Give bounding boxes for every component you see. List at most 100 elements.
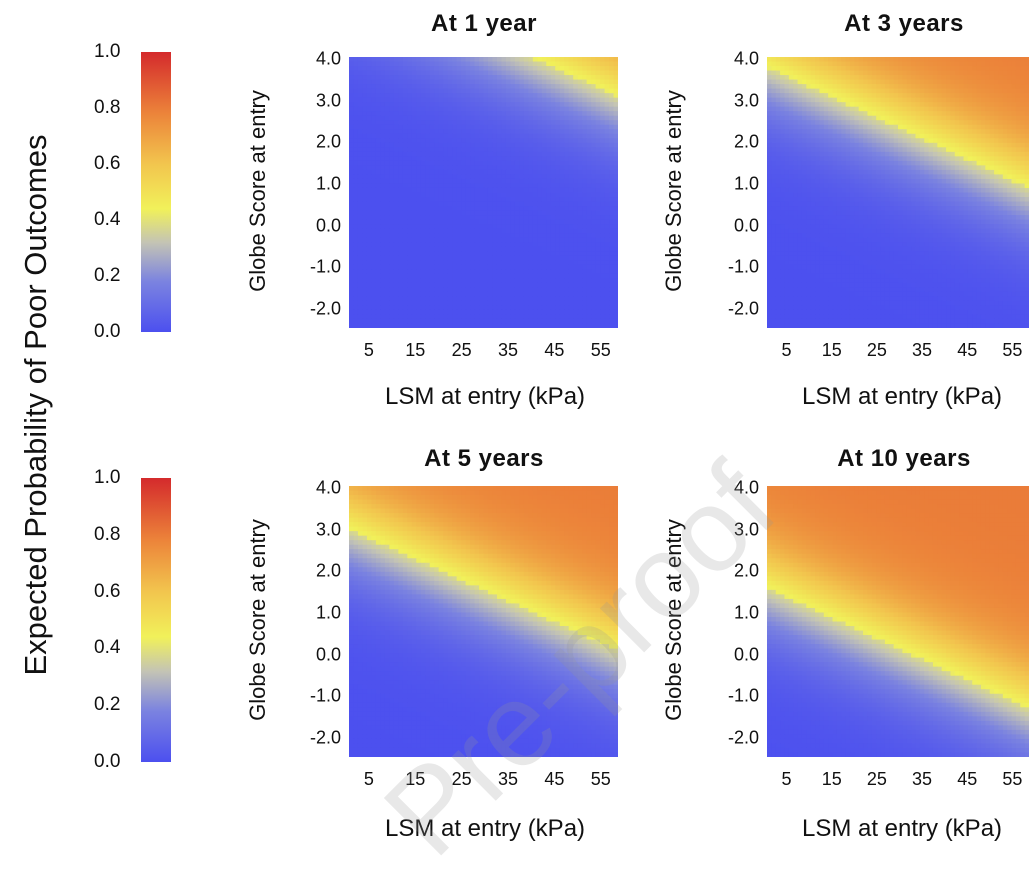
heatmap-cell bbox=[542, 283, 547, 288]
heatmap-cell bbox=[578, 57, 583, 62]
heatmap-cell bbox=[533, 265, 538, 270]
heatmap-cell bbox=[403, 314, 408, 319]
heatmap-cell bbox=[434, 224, 439, 229]
heatmap-cell bbox=[950, 66, 955, 71]
heatmap-cell bbox=[461, 62, 466, 67]
heatmap-cell bbox=[833, 89, 838, 94]
heatmap-cell bbox=[443, 116, 448, 121]
heatmap-cell bbox=[587, 278, 592, 283]
heatmap-cell bbox=[872, 125, 877, 130]
heatmap-cell bbox=[385, 143, 390, 148]
heatmap-cell bbox=[488, 138, 493, 143]
heatmap-cell bbox=[488, 305, 493, 310]
heatmap-cell bbox=[389, 256, 394, 261]
heatmap-cell bbox=[833, 71, 838, 76]
heatmap-cell bbox=[533, 296, 538, 301]
heatmap-cell bbox=[609, 138, 614, 143]
heatmap-cell bbox=[443, 242, 448, 247]
heatmap-cell bbox=[959, 143, 964, 148]
heatmap-cell bbox=[546, 179, 551, 184]
heatmap-cell bbox=[394, 71, 399, 76]
heatmap-cell bbox=[915, 143, 920, 148]
heatmap-cell bbox=[587, 319, 592, 324]
heatmap-cell bbox=[806, 156, 811, 161]
heatmap-cell bbox=[389, 278, 394, 283]
heatmap-cell bbox=[990, 107, 995, 112]
heatmap-cell bbox=[959, 116, 964, 121]
heatmap-cell bbox=[376, 301, 381, 306]
heatmap-cell bbox=[371, 323, 376, 328]
heatmap-cell bbox=[394, 292, 399, 297]
heatmap-cell bbox=[421, 274, 426, 279]
heatmap-cell bbox=[533, 143, 538, 148]
heatmap-cell bbox=[528, 107, 533, 112]
heatmap-cell bbox=[555, 75, 560, 80]
heatmap-cell bbox=[994, 120, 999, 125]
heatmap-cell bbox=[933, 134, 938, 139]
heatmap-cell bbox=[407, 170, 412, 175]
heatmap-cell bbox=[591, 301, 596, 306]
heatmap-cell bbox=[537, 296, 542, 301]
heatmap-cell bbox=[457, 71, 462, 76]
heatmap-cell bbox=[394, 197, 399, 202]
heatmap-cell bbox=[519, 165, 524, 170]
heatmap-cell bbox=[889, 125, 894, 130]
heatmap-cell bbox=[546, 238, 551, 243]
heatmap-cell bbox=[950, 107, 955, 112]
heatmap-cell bbox=[924, 102, 929, 107]
heatmap-cell bbox=[488, 152, 493, 157]
heatmap-cell bbox=[425, 84, 430, 89]
heatmap-cell bbox=[394, 80, 399, 85]
heatmap-cell bbox=[600, 292, 605, 297]
heatmap-cell bbox=[560, 165, 565, 170]
heatmap-cell bbox=[591, 220, 596, 225]
heatmap-cell bbox=[596, 156, 601, 161]
heatmap-cell bbox=[353, 301, 358, 306]
heatmap-cell bbox=[492, 71, 497, 76]
heatmap-cell bbox=[479, 80, 484, 85]
heatmap-cell bbox=[929, 80, 934, 85]
heatmap-cell bbox=[515, 98, 520, 103]
heatmap-cell bbox=[457, 215, 462, 220]
heatmap-cell bbox=[362, 206, 367, 211]
heatmap-cell bbox=[484, 57, 489, 62]
heatmap-cell bbox=[457, 296, 462, 301]
heatmap-cell bbox=[470, 93, 475, 98]
heatmap-cell bbox=[863, 80, 868, 85]
heatmap-cell bbox=[578, 152, 583, 157]
heatmap-cell bbox=[452, 134, 457, 139]
heatmap-cell bbox=[911, 111, 916, 116]
heatmap-cell bbox=[510, 66, 515, 71]
heatmap-cell bbox=[560, 62, 565, 67]
heatmap-cell bbox=[452, 107, 457, 112]
heatmap-cell bbox=[416, 179, 421, 184]
heatmap-cell bbox=[452, 84, 457, 89]
heatmap-cell bbox=[452, 251, 457, 256]
heatmap-cell bbox=[824, 102, 829, 107]
heatmap-cell bbox=[358, 156, 363, 161]
heatmap-cell bbox=[452, 292, 457, 297]
heatmap-cell bbox=[955, 138, 960, 143]
heatmap-cell bbox=[407, 278, 412, 283]
heatmap-cell bbox=[977, 71, 982, 76]
heatmap-cell bbox=[470, 260, 475, 265]
heatmap-cell bbox=[439, 193, 444, 198]
heatmap-cell bbox=[367, 80, 372, 85]
heatmap-cell bbox=[780, 62, 785, 67]
heatmap-cell bbox=[479, 305, 484, 310]
heatmap-cell bbox=[1007, 66, 1012, 71]
heatmap-cell bbox=[929, 93, 934, 98]
heatmap-cell bbox=[430, 247, 435, 252]
heatmap-cell bbox=[942, 134, 947, 139]
heatmap-cell bbox=[600, 125, 605, 130]
heatmap-cell bbox=[439, 251, 444, 256]
heatmap-cell bbox=[977, 84, 982, 89]
heatmap-cell bbox=[479, 174, 484, 179]
heatmap-cell bbox=[398, 143, 403, 148]
heatmap-cell bbox=[528, 251, 533, 256]
heatmap-cell bbox=[537, 206, 542, 211]
heatmap-cell bbox=[510, 174, 515, 179]
heatmap-cell bbox=[470, 138, 475, 143]
y-tick-label: -1.0 bbox=[310, 257, 341, 278]
heatmap-cell bbox=[457, 125, 462, 130]
